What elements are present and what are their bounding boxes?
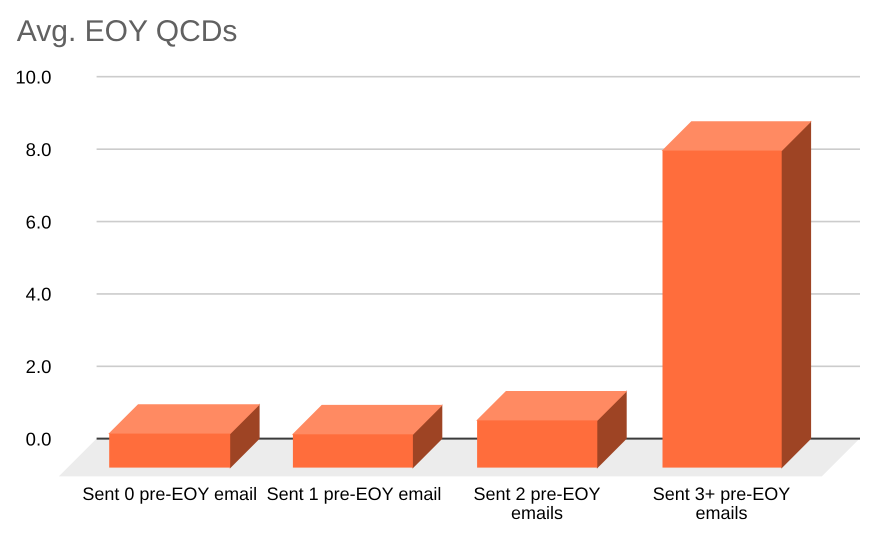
svg-text:2.0: 2.0 — [26, 356, 52, 377]
svg-text:Avg. EOY QCDs: Avg. EOY QCDs — [17, 15, 238, 48]
svg-text:Sent 0 pre-EOY email: Sent 0 pre-EOY email — [82, 484, 257, 504]
svg-text:4.0: 4.0 — [26, 284, 52, 305]
svg-text:0.0: 0.0 — [26, 428, 52, 449]
svg-text:10.0: 10.0 — [15, 67, 51, 88]
svg-text:8.0: 8.0 — [26, 139, 52, 160]
svg-text:6.0: 6.0 — [26, 211, 52, 232]
svg-text:Sent 1 pre-EOY email: Sent 1 pre-EOY email — [267, 484, 442, 504]
